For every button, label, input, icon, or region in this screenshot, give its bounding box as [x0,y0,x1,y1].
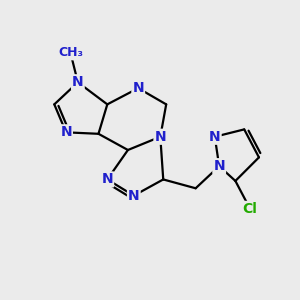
Text: N: N [72,75,84,89]
Text: CH₃: CH₃ [58,46,83,59]
Text: N: N [128,189,140,202]
Text: N: N [132,81,144,95]
Text: N: N [101,172,113,186]
Text: N: N [213,159,225,173]
Text: Cl: Cl [243,202,257,216]
Text: N: N [60,125,72,139]
Text: N: N [154,130,166,144]
Text: N: N [209,130,220,144]
